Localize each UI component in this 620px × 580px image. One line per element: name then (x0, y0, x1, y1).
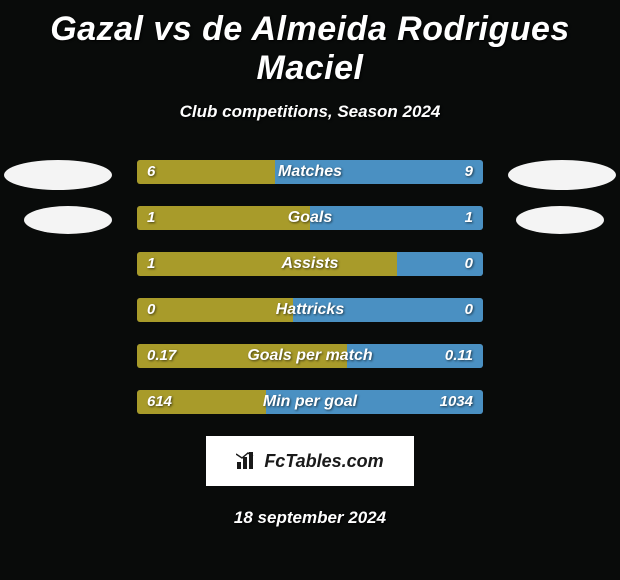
bar-segment-right (397, 252, 484, 276)
player-avatar-left-2 (24, 206, 112, 234)
bar-segment-left (137, 160, 275, 184)
bar-segment-right (310, 206, 483, 230)
bar-row: Matches69 (137, 160, 483, 184)
comparison-bars: Matches69 Goals11 Assists10 Hattricks00 Goal… (137, 160, 483, 414)
bar-segment-left (137, 206, 310, 230)
bar-segment-right (266, 390, 483, 414)
bar-segment-left (137, 390, 266, 414)
bar-segment-right (275, 160, 483, 184)
page-subtitle: Club competitions, Season 2024 (0, 102, 620, 122)
bar-row: Assists10 (137, 252, 483, 276)
bar-row: Goals per match0.170.11 (137, 344, 483, 368)
bar-segment-left (137, 252, 397, 276)
bar-segment-left (137, 298, 293, 322)
page-title: Gazal vs de Almeida Rodrigues Maciel (0, 0, 620, 88)
bar-row: Hattricks00 (137, 298, 483, 322)
brand-text: FcTables.com (264, 451, 383, 472)
bar-row: Goals11 (137, 206, 483, 230)
bar-chart-icon (236, 452, 258, 470)
player-avatar-left (4, 160, 112, 190)
bar-row: Min per goal6141034 (137, 390, 483, 414)
bar-segment-right (293, 298, 483, 322)
bar-segment-left (137, 344, 347, 368)
bar-segment-right (347, 344, 483, 368)
brand-badge[interactable]: FcTables.com (206, 436, 414, 486)
player-avatar-right-2 (516, 206, 604, 234)
comparison-content: Matches69 Goals11 Assists10 Hattricks00 Goal… (0, 160, 620, 528)
player-avatar-right (508, 160, 616, 190)
snapshot-date: 18 september 2024 (0, 508, 620, 528)
